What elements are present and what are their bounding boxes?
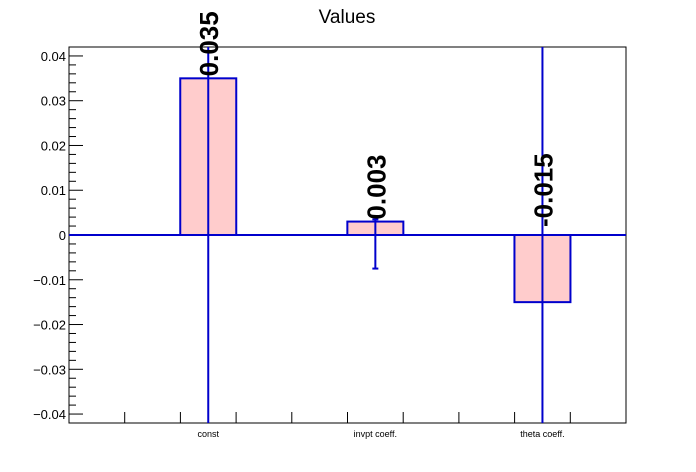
x-category-label: theta coeff. [520, 429, 564, 439]
y-tick-label: 0.02 [41, 138, 66, 153]
y-tick-label: 0.04 [41, 49, 66, 64]
y-tick-label: 0 [59, 228, 66, 243]
value-label: 0.003 [361, 154, 391, 219]
value-labels: 0.035 0.003 -0.015 [194, 11, 558, 227]
y-tick-label: −0.02 [33, 318, 66, 333]
y-tick-label: 0.01 [41, 183, 66, 198]
value-label: 0.035 [194, 11, 224, 76]
value-label: -0.015 [528, 153, 558, 227]
error-bars [207, 47, 544, 423]
y-tick-label: −0.01 [33, 273, 66, 288]
y-tick-label: −0.04 [33, 407, 66, 422]
chart-title: Values [319, 7, 376, 28]
x-category-label: const [197, 429, 219, 439]
x-category-label: invpt coeff. [354, 429, 397, 439]
x-axis: const invpt coeff. theta coeff. [124, 412, 571, 439]
y-tick-label: −0.03 [33, 362, 66, 377]
y-tick-label: 0.03 [41, 94, 66, 109]
